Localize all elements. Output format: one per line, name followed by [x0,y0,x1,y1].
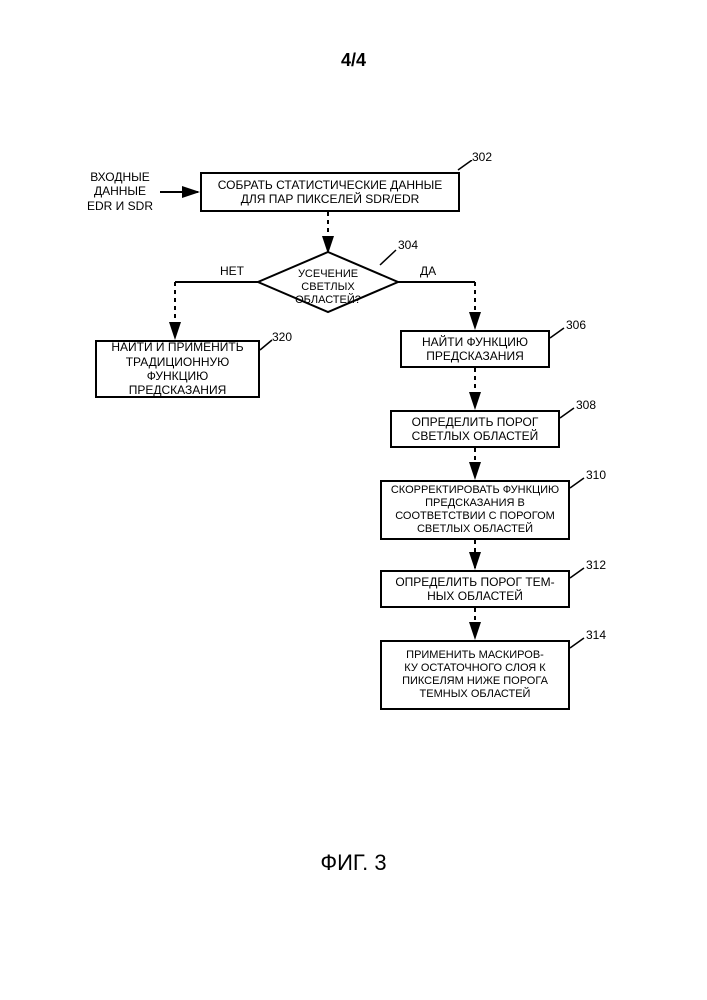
node-302: СОБРАТЬ СТАТИСТИЧЕСКИЕ ДАННЫЕ ДЛЯ ПАР ПИ… [200,172,460,212]
ref-320: 320 [272,330,292,344]
node-320: НАЙТИ И ПРИМЕНИТЬ ТРАДИЦИОННУЮ ФУНКЦИЮ П… [95,340,260,398]
decision-304: УСЕЧЕНИЕ СВЕТЛЫХ ОБЛАСТЕЙ? [278,268,378,308]
ref-304: 304 [398,238,418,252]
ref-310: 310 [586,468,606,482]
input-data-label: ВХОДНЫЕДАННЫЕEDR И SDR [80,170,160,213]
ref-308: 308 [576,398,596,412]
page-number: 4/4 [341,50,366,71]
node-312: ОПРЕДЕЛИТЬ ПОРОГ ТЕМ-НЫХ ОБЛАСТЕЙ [380,570,570,608]
flowchart-diagram: ВХОДНЫЕДАННЫЕEDR И SDR СОБРАТЬ СТАТИСТИЧ… [80,160,620,860]
node-308: ОПРЕДЕЛИТЬ ПОРОГ СВЕТЛЫХ ОБЛАСТЕЙ [390,410,560,448]
ref-312: 312 [586,558,606,572]
no-label: НЕТ [220,264,244,278]
node-314: ПРИМЕНИТЬ МАСКИРОВ-КУ ОСТАТОЧНОГО СЛОЯ К… [380,640,570,710]
ref-302: 302 [472,150,492,164]
ref-306: 306 [566,318,586,332]
ref-314: 314 [586,628,606,642]
yes-label: ДА [420,264,436,278]
figure-caption: ФИГ. 3 [320,850,386,876]
node-310: СКОРРЕКТИРОВАТЬ ФУНКЦИЮ ПРЕДСКАЗАНИЯ В С… [380,480,570,540]
node-306: НАЙТИ ФУНКЦИЮ ПРЕДСКАЗАНИЯ [400,330,550,368]
